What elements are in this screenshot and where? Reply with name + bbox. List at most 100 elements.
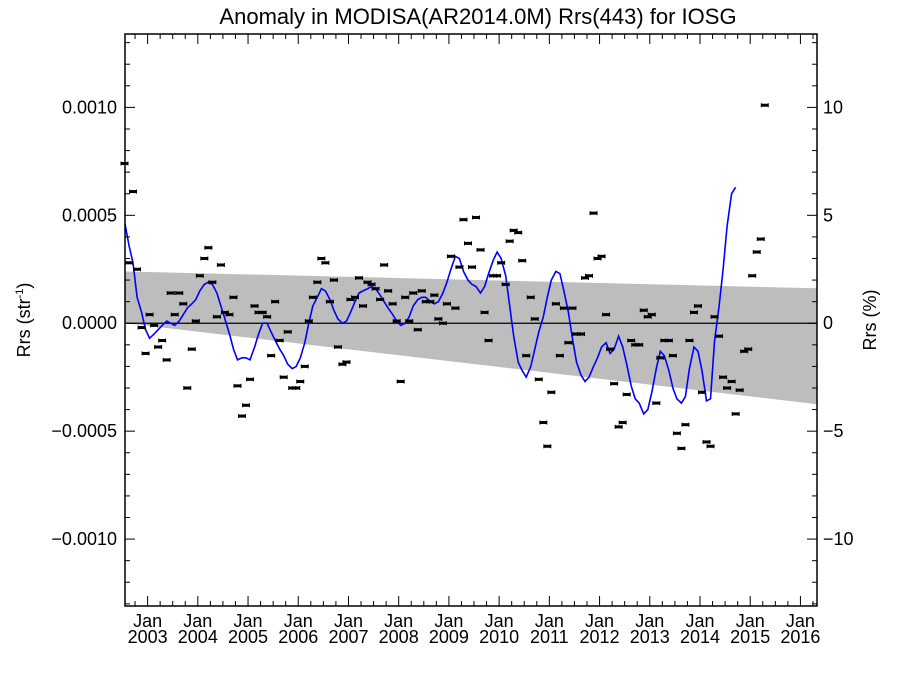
anomaly-point (719, 375, 728, 380)
anomaly-point (647, 312, 656, 317)
anomaly-point (133, 267, 142, 272)
anomaly-point (710, 314, 719, 319)
anomaly-point (409, 291, 418, 296)
anomaly-point (576, 332, 585, 337)
anomaly-point (514, 230, 523, 235)
anomaly-point (606, 347, 615, 352)
anomaly-point (539, 420, 548, 425)
anomaly-point (417, 288, 426, 293)
anomaly-point (652, 401, 661, 406)
anomaly-point (522, 353, 531, 358)
x-tick-year-label: 2015 (730, 627, 770, 647)
left-axis-ticks: 0.0010 0.0005 0.0000 −0.0005 −0.0010 (51, 42, 135, 605)
anomaly-point (472, 215, 481, 220)
y-left-tick-label: 0.0010 (62, 97, 117, 117)
anomaly-point (627, 338, 636, 343)
anomaly-point (204, 245, 213, 250)
plot-frame (124, 33, 818, 607)
anomaly-point (723, 385, 732, 390)
anomaly-point (589, 211, 598, 216)
x-tick-year-label: 2008 (379, 627, 419, 647)
anomaly-point (564, 340, 573, 345)
anomaly-point (150, 323, 159, 328)
anomaly-point (459, 217, 468, 222)
y-right-tick-label: −10 (823, 529, 854, 549)
anomaly-point (735, 388, 744, 393)
anomaly-point (308, 295, 317, 300)
trend-band (125, 271, 817, 405)
anomaly-point (258, 310, 267, 315)
anomaly-point (672, 431, 681, 436)
anomaly-point (748, 273, 757, 278)
anomaly-point (238, 414, 247, 419)
anomaly-point (263, 314, 272, 319)
anomaly-point (426, 299, 435, 304)
anomaly-point (505, 239, 514, 244)
anomaly-point (555, 353, 564, 358)
anomaly-point (518, 258, 527, 263)
anomaly-point (493, 273, 502, 278)
anomaly-point (267, 353, 276, 358)
anomaly-point (664, 338, 673, 343)
anomaly-point (685, 338, 694, 343)
x-tick-year-label: 2010 (479, 627, 519, 647)
x-tick-month-label: Jan (736, 611, 765, 631)
y-right-tick-label: 0 (823, 313, 833, 333)
x-tick-month-label: Jan (535, 611, 564, 631)
x-tick-year-label: 2016 (780, 627, 820, 647)
anomaly-point (388, 301, 397, 306)
y-right-tick-label: −5 (823, 421, 844, 441)
x-tick-month-label: Jan (183, 611, 212, 631)
y-left-tick-label: 0.0000 (62, 313, 117, 333)
anomaly-point (744, 347, 753, 352)
x-tick-month-label: Jan (485, 611, 514, 631)
anomaly-point (296, 379, 305, 384)
anomaly-point (677, 446, 686, 451)
anomaly-point (501, 282, 510, 287)
anomaly-point (141, 351, 150, 356)
anomaly-point (760, 103, 769, 108)
anomaly-point (137, 325, 146, 330)
x-tick-year-label: 2007 (328, 627, 368, 647)
anomaly-point (752, 250, 761, 255)
anomaly-point (756, 237, 765, 242)
anomaly-point (438, 321, 447, 326)
anomaly-point (635, 342, 644, 347)
x-tick-month-label: Jan (685, 611, 714, 631)
anomaly-point (175, 291, 184, 296)
anomaly-point (597, 254, 606, 259)
anomaly-point (384, 288, 393, 293)
anomaly-point (446, 254, 455, 259)
anomaly-point (689, 310, 698, 315)
anomaly-point (618, 420, 627, 425)
anomaly-point (668, 353, 677, 358)
x-axis-ticks: Jan2003Jan2004Jan2005Jan2006Jan2007Jan20… (128, 34, 820, 647)
anomaly-point (526, 295, 535, 300)
anomaly-point (543, 444, 552, 449)
anomaly-point (430, 293, 439, 298)
anomaly-point (350, 295, 359, 300)
anomaly-point (371, 286, 380, 291)
anomaly-point (359, 303, 368, 308)
anomaly-point (300, 364, 309, 369)
anomaly-point (702, 439, 711, 444)
anomaly-point (233, 383, 242, 388)
anomaly-point (225, 312, 234, 317)
anomaly-point (317, 256, 326, 261)
x-tick-year-label: 2014 (680, 627, 720, 647)
anomaly-point (162, 357, 171, 362)
anomaly-point (497, 260, 506, 265)
anomaly-point (455, 265, 464, 270)
x-tick-month-label: Jan (635, 611, 664, 631)
anomaly-point (727, 379, 736, 384)
chart-title: Anomaly in MODISA(AR2014.0M) Rrs(443) fo… (219, 4, 736, 29)
x-tick-year-label: 2004 (178, 627, 218, 647)
x-tick-year-label: 2012 (580, 627, 620, 647)
y-left-tick-label: 0.0005 (62, 205, 117, 225)
anomaly-point (333, 344, 342, 349)
anomaly-point (229, 295, 238, 300)
anomaly-point (731, 411, 740, 416)
x-tick-month-label: Jan (786, 611, 815, 631)
